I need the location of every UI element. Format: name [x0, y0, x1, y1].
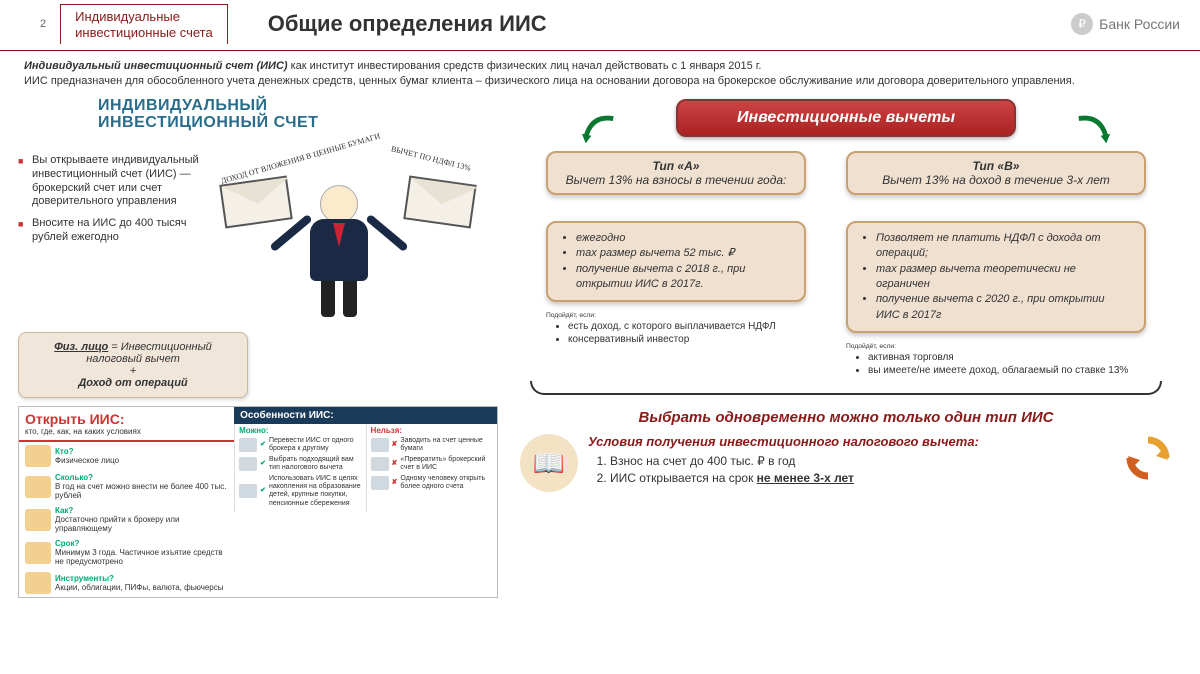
iis-bullets: Вы открываете индивидуальный инвестицион…: [18, 154, 218, 253]
businessman-icon: [310, 185, 368, 320]
section-tab: Индивидуальные инвестиционные счета: [60, 4, 228, 44]
left-column: ИНДИВИДУАЛЬНЫЙ ИНВЕСТИЦИОННЫЙ СЧЕТ Вы от…: [18, 93, 498, 598]
type-item: max размер вычета теоретически не ограни…: [876, 262, 1130, 293]
qa-row: Инструменты?Акции, облигации, ПИФы, валю…: [19, 569, 234, 597]
right-column: Инвестиционные вычеты Тип «А»Вычет 13% н…: [510, 93, 1182, 598]
feature-item: ✘ Одному человеку открыть более одного с…: [371, 475, 493, 492]
type-item: ежегодно: [576, 231, 790, 246]
suit-item: вы имеете/не имеете доход, облагаемый по…: [868, 365, 1146, 378]
mini-icon: [239, 457, 257, 471]
type-a-box: Тип «А»Вычет 13% на взносы в течении год…: [546, 151, 806, 377]
feature-item: ✘ «Превратить» брокерский счет в ИИС: [371, 456, 493, 473]
mini-icon: [25, 542, 51, 564]
feature-item: ✔ Перевести ИИС от одного брокера к друг…: [239, 437, 361, 454]
mini-icon: [25, 445, 51, 467]
topbar: 2 Индивидуальные инвестиционные счета Об…: [0, 0, 1200, 51]
type-b-box: Тип «В»Вычет 13% на доход в течение 3-х …: [846, 151, 1146, 377]
bank-logo-icon: ₽: [1071, 13, 1093, 35]
type-item: Позволяет не платить НДФЛ с дохода от оп…: [876, 231, 1130, 262]
suit-item: есть доход, с которого выплачивается НДФ…: [568, 321, 806, 334]
conditions-block: 📖 Условия получения инвестиционного нало…: [510, 434, 1182, 492]
intro-text: Индивидуальный инвестиционный счет (ИИС)…: [0, 51, 1200, 91]
open-iis-infographic: Открыть ИИС:кто, где, как, на каких усло…: [18, 406, 498, 598]
qa-row: Как?Достаточно прийти к брокеру или упра…: [19, 503, 234, 536]
reader-icon: 📖: [520, 434, 578, 492]
mini-icon: [25, 476, 51, 498]
envelope-icon: [219, 176, 292, 229]
suit-item: консервативный инвестор: [568, 334, 806, 347]
slide-title: Общие определения ИИС: [268, 11, 1071, 37]
features-title: Особенности ИИС:: [234, 407, 497, 424]
arrow-left-icon: [580, 111, 618, 149]
type-item: получение вычета с 2020 г., при открытии…: [876, 292, 1130, 323]
feature-item: ✔ Использовать ИИС в целях накопления на…: [239, 475, 361, 509]
mini-icon: [25, 509, 51, 531]
feature-item: ✔ Выбрать подходящий вам тип налогового …: [239, 456, 361, 473]
suit-item: активная торговля: [868, 352, 1146, 365]
curve-arrows: [510, 111, 1182, 149]
mini-icon: [239, 438, 257, 452]
mini-icon: [371, 476, 389, 490]
cycle-arrows-icon: [1124, 434, 1172, 482]
bank-brand: ₽ Банк России: [1071, 13, 1180, 35]
qa-row: Кто?Физическое лицо: [19, 442, 234, 470]
feature-item: ✘ Заводить на счет ценные бумаги: [371, 437, 493, 454]
only-one-text: Выбрать одновременно можно только один т…: [510, 409, 1182, 426]
mini-icon: [371, 438, 389, 452]
type-item: получение вычета с 2018 г., при открытии…: [576, 262, 790, 293]
formula-box: Физ. лицо = Инвестиционный налоговый выч…: [18, 332, 248, 398]
mini-icon: [371, 457, 389, 471]
arrow-right-icon: [1074, 111, 1112, 149]
qa-row: Срок?Минимум 3 года. Частичное изъятие с…: [19, 536, 234, 569]
envelope-icon: [403, 176, 476, 229]
mini-icon: [239, 484, 257, 498]
open-iis-title: Открыть ИИС:кто, где, как, на каких усло…: [19, 407, 234, 442]
type-item: max размер вычета 52 тыс. ₽: [576, 246, 790, 261]
brace-icon: [530, 381, 1162, 395]
qa-row: Сколько?В год на счет можно внести не бо…: [19, 470, 234, 503]
page-number: 2: [40, 18, 46, 30]
man-illustration: ДОХОД ОТ ВЛОЖЕНИЯ В ЦЕННЫЕ БУМАГИ ВЫЧЕТ …: [218, 136, 478, 326]
mini-icon: [25, 572, 51, 594]
iis-heading: ИНДИВИДУАЛЬНЫЙ ИНВЕСТИЦИОННЫЙ СЧЕТ: [98, 97, 498, 132]
